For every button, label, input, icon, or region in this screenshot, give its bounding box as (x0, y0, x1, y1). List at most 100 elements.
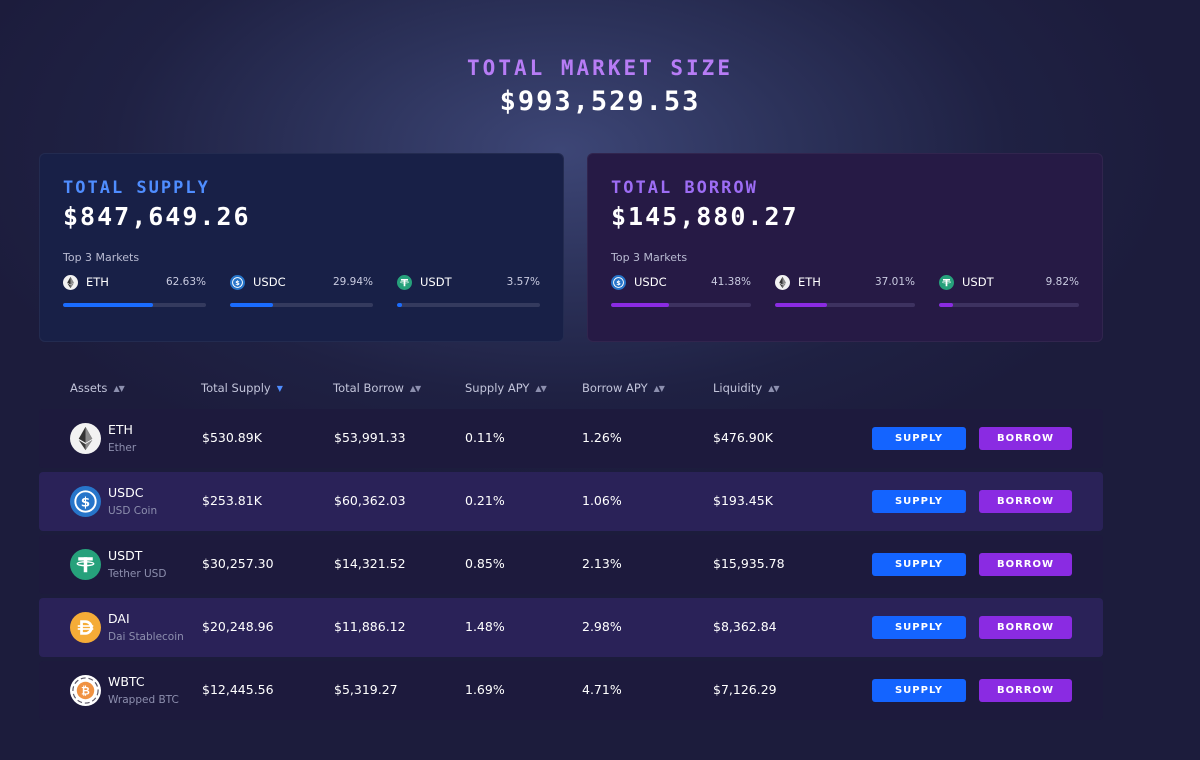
eth-icon (70, 423, 101, 454)
sort-icon: ▲▼ (768, 383, 779, 393)
header-total-borrow[interactable]: Total Borrow ▲▼ (333, 381, 421, 395)
market-share: 3.57% (506, 276, 540, 288)
borrow-button[interactable]: BORROW (979, 679, 1072, 702)
borrow-top-markets: $ USDC 41.38% ETH 37.01% USDT 9.82% (611, 273, 1079, 307)
market-share: 41.38% (710, 276, 751, 288)
sort-icon: ▲▼ (653, 383, 665, 393)
asset-name: Wrapped BTC (108, 694, 179, 706)
header-assets-label: Assets (70, 381, 108, 395)
supply-market-item: $ USDC 29.94% (230, 273, 373, 307)
market-share: 37.01% (874, 276, 915, 288)
table-row[interactable]: USDT Tether USD $30,257.30 $14,321.52 0.… (39, 535, 1103, 594)
wbtc-icon: ₿ (70, 675, 101, 706)
usdt-icon (939, 274, 954, 290)
borrow-button[interactable]: BORROW (979, 553, 1072, 576)
total-borrow-cell: $53,991.33 (334, 430, 406, 445)
top-markets-label: Top 3 Markets (611, 251, 688, 264)
supply-top-markets: ETH 62.63% $ USDC 29.94% USDT 3.57% (63, 273, 540, 307)
total-supply-cell: $530.89K (202, 430, 262, 445)
liquidity-cell: $8,362.84 (713, 619, 777, 634)
market-name: ETH (86, 275, 109, 289)
header-assets[interactable]: Assets ▲▼ (70, 381, 125, 395)
borrow-button[interactable]: BORROW (979, 490, 1072, 513)
header-borrow-apy[interactable]: Borrow APY ▲▼ (582, 381, 665, 395)
total-borrow-cell: $14,321.52 (334, 556, 406, 571)
asset-symbol: WBTC (108, 674, 145, 689)
top-markets-label: Top 3 Markets (63, 251, 140, 264)
supply-apy-cell: 1.69% (465, 682, 505, 697)
supply-button[interactable]: SUPPLY (872, 553, 966, 576)
market-share-bar-fill (611, 303, 669, 307)
market-share-bar-fill (775, 303, 827, 307)
borrow-button[interactable]: BORROW (979, 427, 1072, 450)
supply-market-item: USDT 3.57% (397, 273, 540, 307)
header-liquidity-label: Liquidity (713, 381, 763, 395)
market-share-bar-fill (939, 303, 953, 307)
asset-symbol: USDC (108, 485, 144, 500)
borrow-apy-cell: 1.26% (582, 430, 622, 445)
total-borrow-cell: $5,319.27 (334, 682, 398, 697)
total-borrow-card: TOTAL BORROW $145,880.27 Top 3 Markets $… (587, 153, 1103, 342)
header-total-supply[interactable]: Total Supply ▼ (201, 381, 283, 395)
supply-apy-cell: 0.11% (465, 430, 505, 445)
header-borrow-apy-label: Borrow APY (582, 381, 648, 395)
supply-button[interactable]: SUPPLY (872, 679, 966, 702)
supply-button[interactable]: SUPPLY (872, 616, 966, 639)
asset-name: Tether USD (108, 568, 167, 580)
borrow-market-item: ETH 37.01% (775, 273, 915, 307)
sort-icon: ▲▼ (409, 383, 421, 393)
market-size-label: TOTAL MARKET SIZE (467, 56, 733, 80)
market-share: 29.94% (332, 276, 373, 288)
total-supply-card: TOTAL SUPPLY $847,649.26 Top 3 Markets E… (39, 153, 564, 342)
svg-text:$: $ (81, 494, 90, 510)
sort-icon: ▲▼ (535, 383, 546, 393)
total-supply-cell: $20,248.96 (202, 619, 274, 634)
usdc-icon: $ (230, 274, 245, 290)
total-borrow-cell: $60,362.03 (334, 493, 406, 508)
market-share-bar (397, 303, 540, 307)
liquidity-cell: $476.90K (713, 430, 773, 445)
dai-icon (70, 612, 101, 643)
total-supply-cell: $253.81K (202, 493, 262, 508)
market-name: USDC (634, 275, 667, 289)
total-borrow-value: $145,880.27 (611, 202, 799, 231)
table-row[interactable]: ₿ WBTC Wrapped BTC $12,445.56 $5,319.27 … (39, 661, 1103, 720)
header-supply-apy[interactable]: Supply APY ▲▼ (465, 381, 547, 395)
svg-text:$: $ (616, 278, 621, 286)
market-share-bar-fill (397, 303, 403, 307)
supply-apy-cell: 1.48% (465, 619, 505, 634)
eth-icon (63, 274, 78, 290)
liquidity-cell: $193.45K (713, 493, 773, 508)
asset-name: Dai Stablecoin (108, 631, 184, 643)
supply-button[interactable]: SUPPLY (872, 427, 966, 450)
total-supply-label: TOTAL SUPPLY (63, 178, 210, 198)
market-name: USDT (962, 275, 994, 289)
total-borrow-cell: $11,886.12 (334, 619, 406, 634)
asset-name: USD Coin (108, 505, 158, 517)
header-supply-apy-label: Supply APY (465, 381, 530, 395)
sort-desc-icon: ▼ (276, 383, 283, 393)
market-share: 62.63% (165, 276, 206, 288)
markets-table-header: Assets ▲▼ Total Supply ▼ Total Borrow ▲▼ Su… (70, 381, 870, 397)
market-share-bar (63, 303, 206, 307)
market-name: USDT (420, 275, 452, 289)
borrow-market-item: $ USDC 41.38% (611, 273, 751, 307)
usdc-icon: $ (70, 486, 101, 517)
borrow-apy-cell: 4.71% (582, 682, 622, 697)
table-row[interactable]: $ USDC USD Coin $253.81K $60,362.03 0.21… (39, 472, 1103, 531)
header-liquidity[interactable]: Liquidity ▲▼ (713, 381, 780, 395)
market-size-value: $993,529.53 (499, 86, 701, 117)
borrow-button[interactable]: BORROW (979, 616, 1072, 639)
total-supply-cell: $30,257.30 (202, 556, 274, 571)
asset-symbol: DAI (108, 611, 130, 626)
borrow-market-item: USDT 9.82% (939, 273, 1079, 307)
svg-text:₿: ₿ (81, 685, 90, 698)
table-row[interactable]: DAI Dai Stablecoin $20,248.96 $11,886.12… (39, 598, 1103, 657)
usdt-icon (397, 274, 412, 290)
liquidity-cell: $7,126.29 (713, 682, 777, 697)
eth-icon (775, 274, 790, 290)
supply-button[interactable]: SUPPLY (872, 490, 966, 513)
table-row[interactable]: ETH Ether $530.89K $53,991.33 0.11% 1.26… (39, 409, 1103, 468)
usdt-icon (70, 549, 101, 580)
supply-apy-cell: 0.21% (465, 493, 505, 508)
